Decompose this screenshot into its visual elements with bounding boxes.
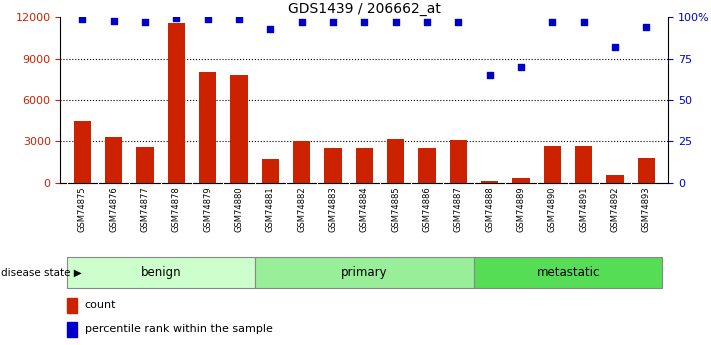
Bar	[67, 257, 255, 288]
Bar	[356, 148, 373, 183]
Bar	[387, 139, 405, 183]
Bar	[606, 175, 624, 183]
Text: GSM74893: GSM74893	[642, 186, 651, 232]
Text: GSM74890: GSM74890	[548, 186, 557, 232]
Text: primary: primary	[341, 266, 387, 279]
Text: GSM74880: GSM74880	[235, 186, 244, 232]
Point	[171, 15, 182, 21]
Bar	[255, 257, 474, 288]
Bar	[74, 121, 91, 183]
Bar	[324, 148, 342, 183]
Point	[108, 18, 119, 23]
Point	[641, 24, 652, 30]
Text: GSM74892: GSM74892	[611, 186, 619, 232]
Point	[233, 16, 245, 22]
Text: GSM74877: GSM74877	[141, 186, 149, 232]
Bar	[638, 158, 655, 183]
Point	[453, 19, 464, 25]
Text: GSM74879: GSM74879	[203, 186, 212, 232]
Text: GSM74878: GSM74878	[172, 186, 181, 232]
Point	[264, 26, 276, 32]
Bar	[474, 257, 662, 288]
Text: GSM74887: GSM74887	[454, 186, 463, 232]
Point	[202, 16, 213, 22]
Bar	[481, 181, 498, 183]
Point	[359, 19, 370, 25]
Point	[515, 64, 527, 70]
Text: GSM74891: GSM74891	[579, 186, 588, 232]
Point	[547, 19, 558, 25]
Bar	[67, 322, 77, 337]
Bar	[513, 178, 530, 183]
Text: GSM74881: GSM74881	[266, 186, 275, 232]
Bar	[450, 140, 467, 183]
Text: percentile rank within the sample: percentile rank within the sample	[85, 325, 272, 334]
Bar	[419, 148, 436, 183]
Point	[390, 19, 402, 25]
Text: benign: benign	[140, 266, 181, 279]
Bar	[168, 23, 185, 183]
Bar	[262, 159, 279, 183]
Point	[578, 19, 589, 25]
Text: disease state ▶: disease state ▶	[1, 268, 82, 277]
Point	[139, 19, 151, 25]
Text: metastatic: metastatic	[536, 266, 600, 279]
Text: GSM74889: GSM74889	[517, 186, 525, 232]
Point	[327, 19, 338, 25]
Text: GSM74875: GSM74875	[78, 186, 87, 232]
Point	[77, 16, 88, 22]
Text: GSM74886: GSM74886	[422, 186, 432, 232]
Text: GSM74882: GSM74882	[297, 186, 306, 232]
Bar	[199, 72, 216, 183]
Point	[296, 19, 307, 25]
Bar	[230, 75, 247, 183]
Bar	[137, 147, 154, 183]
Bar	[67, 298, 77, 313]
Text: GSM74876: GSM74876	[109, 186, 118, 232]
Bar	[105, 137, 122, 183]
Bar	[575, 146, 592, 183]
Point	[422, 19, 433, 25]
Text: GSM74883: GSM74883	[328, 186, 338, 232]
Bar	[544, 146, 561, 183]
Text: GSM74885: GSM74885	[391, 186, 400, 232]
Bar	[293, 141, 310, 183]
Point	[484, 72, 496, 78]
Text: count: count	[85, 300, 117, 310]
Point	[609, 44, 621, 50]
Text: GSM74884: GSM74884	[360, 186, 369, 232]
Title: GDS1439 / 206662_at: GDS1439 / 206662_at	[288, 2, 441, 16]
Text: GSM74888: GSM74888	[485, 186, 494, 232]
